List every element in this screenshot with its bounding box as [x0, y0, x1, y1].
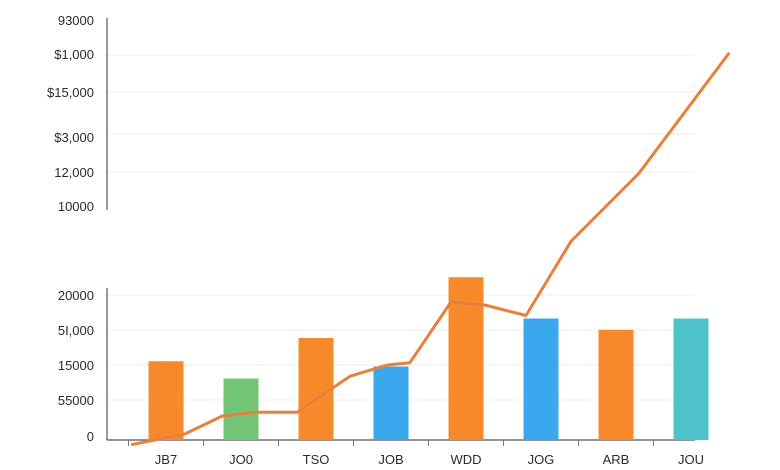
upper-y-tick-label: $15,000	[47, 85, 94, 100]
bar-tso	[298, 338, 334, 440]
lower-y-tick-label: 15000	[58, 358, 94, 373]
lower-y-tick-label: 0	[87, 429, 94, 444]
bar-jo0	[223, 378, 259, 440]
x-tick-marks	[128, 440, 654, 446]
lower-y-tick-label: 55000	[58, 393, 94, 408]
bar-jou	[673, 318, 709, 440]
upper-y-tick-label: 10000	[58, 199, 94, 214]
lower-y-tick-label: 5I,000	[58, 323, 94, 338]
upper-y-tick-labels: 93000 $1,000 $15,000 $3,000 12,000 10000	[47, 13, 94, 214]
line-series	[130, 52, 730, 446]
x-tick-label: WDD	[450, 452, 481, 467]
bar-job	[373, 366, 409, 440]
trend-line	[130, 52, 730, 446]
x-tick-label: JOB	[378, 452, 403, 467]
upper-y-tick-label: $3,000	[54, 130, 94, 145]
bar-arb	[598, 329, 634, 440]
x-tick-label: ARB	[603, 452, 630, 467]
bar-jb7	[148, 361, 184, 440]
lower-y-tick-label: 20000	[58, 288, 94, 303]
upper-y-tick-label: 93000	[58, 13, 94, 28]
bar-jog	[523, 318, 559, 440]
bar-series	[148, 277, 709, 440]
lower-y-tick-labels: 20000 5I,000 15000 55000 0	[58, 288, 94, 444]
x-tick-label: JB7	[155, 452, 177, 467]
x-tick-labels: JB7 JO0 TSO JOB WDD JOG ARB JOU	[155, 452, 704, 467]
x-tick-label: JO0	[229, 452, 253, 467]
upper-y-tick-label: $1,000	[54, 47, 94, 62]
upper-y-tick-label: 12,000	[54, 165, 94, 180]
x-tick-label: JOG	[528, 452, 555, 467]
x-tick-label: TSO	[303, 452, 330, 467]
x-tick-label: JOU	[678, 452, 704, 467]
